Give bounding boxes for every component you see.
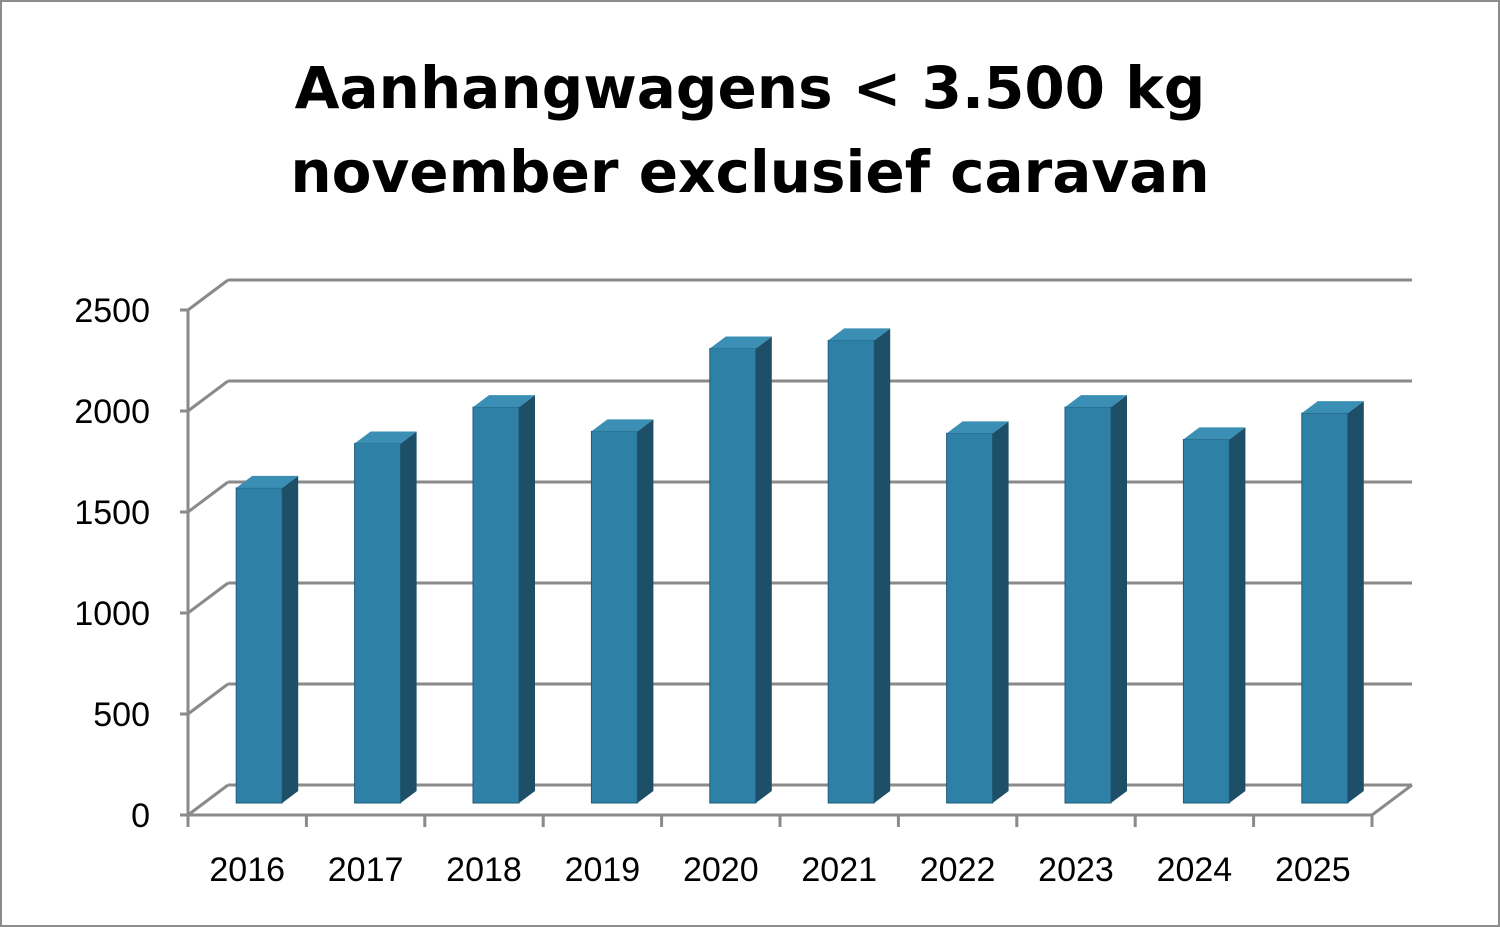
bar-top [236, 475, 299, 488]
x-axis-labels: 2016 2017 2018 2019 2020 2021 2022 2023 2024 2025 [209, 851, 1350, 889]
y-tick-label: 1000 [74, 595, 150, 633]
axes [180, 308, 1413, 827]
y-tick-label: 2500 [74, 292, 150, 330]
bar-top [354, 431, 417, 444]
bar-side [400, 431, 417, 803]
gridline-depth [187, 581, 229, 615]
x-tick-label: 2017 [328, 851, 404, 889]
y-tick-label: 1500 [74, 494, 150, 532]
bars [235, 328, 1364, 804]
bar [472, 406, 520, 804]
bar-top [828, 328, 891, 341]
bar-side [1229, 427, 1246, 803]
x-tick-label: 2021 [801, 851, 877, 889]
bar [709, 348, 757, 804]
gridline-depth [187, 783, 229, 817]
bar [827, 339, 875, 804]
x-tick-label: 2019 [565, 851, 641, 889]
x-tick-label: 2025 [1275, 851, 1351, 889]
bar-side [1347, 401, 1364, 803]
x-tick-label: 2023 [1038, 851, 1114, 889]
x-tick-label: 2018 [446, 851, 522, 889]
bar-top [591, 419, 654, 432]
bar-top [1065, 395, 1127, 408]
bar-side [637, 419, 654, 803]
bar [590, 430, 638, 804]
gridline-depth [187, 682, 229, 716]
bar [354, 442, 402, 804]
y-axis-labels: 0 500 1000 1500 2000 2500 [74, 292, 150, 835]
x-tick-label: 2022 [920, 851, 996, 889]
bar-top [1183, 427, 1246, 440]
chart-title: Aanhangwagens < 3.500 kg november exclus… [0, 46, 1500, 214]
chart-title-line-2: november exclusief caravan [290, 138, 1210, 206]
bar-top [1301, 401, 1364, 414]
bar [1064, 406, 1112, 804]
bar-side [755, 336, 772, 803]
bar [235, 487, 283, 804]
bar-side [874, 328, 891, 803]
x-tick-label: 2016 [209, 851, 285, 889]
y-tick-label: 0 [131, 797, 150, 835]
bar-side [1111, 395, 1127, 803]
chart-title-line-1: Aanhangwagens < 3.500 kg [294, 54, 1206, 122]
bar-side [282, 475, 299, 803]
bar [1301, 412, 1349, 804]
bar-top [473, 395, 535, 408]
x-tick-label: 2024 [1157, 851, 1233, 889]
bar [946, 432, 994, 804]
bar-side [519, 395, 535, 803]
gridline-depth [187, 480, 229, 514]
gridline-depth [187, 379, 229, 413]
y-tick-label: 2000 [74, 393, 150, 431]
bar-top [946, 421, 1009, 434]
gridline-depth [187, 278, 229, 312]
bar-side [992, 421, 1009, 803]
y-tick-label: 500 [93, 696, 150, 734]
bar [1182, 438, 1230, 804]
x-tick-label: 2020 [683, 851, 759, 889]
bar-top [709, 336, 772, 349]
floor-edge [1371, 783, 1413, 817]
